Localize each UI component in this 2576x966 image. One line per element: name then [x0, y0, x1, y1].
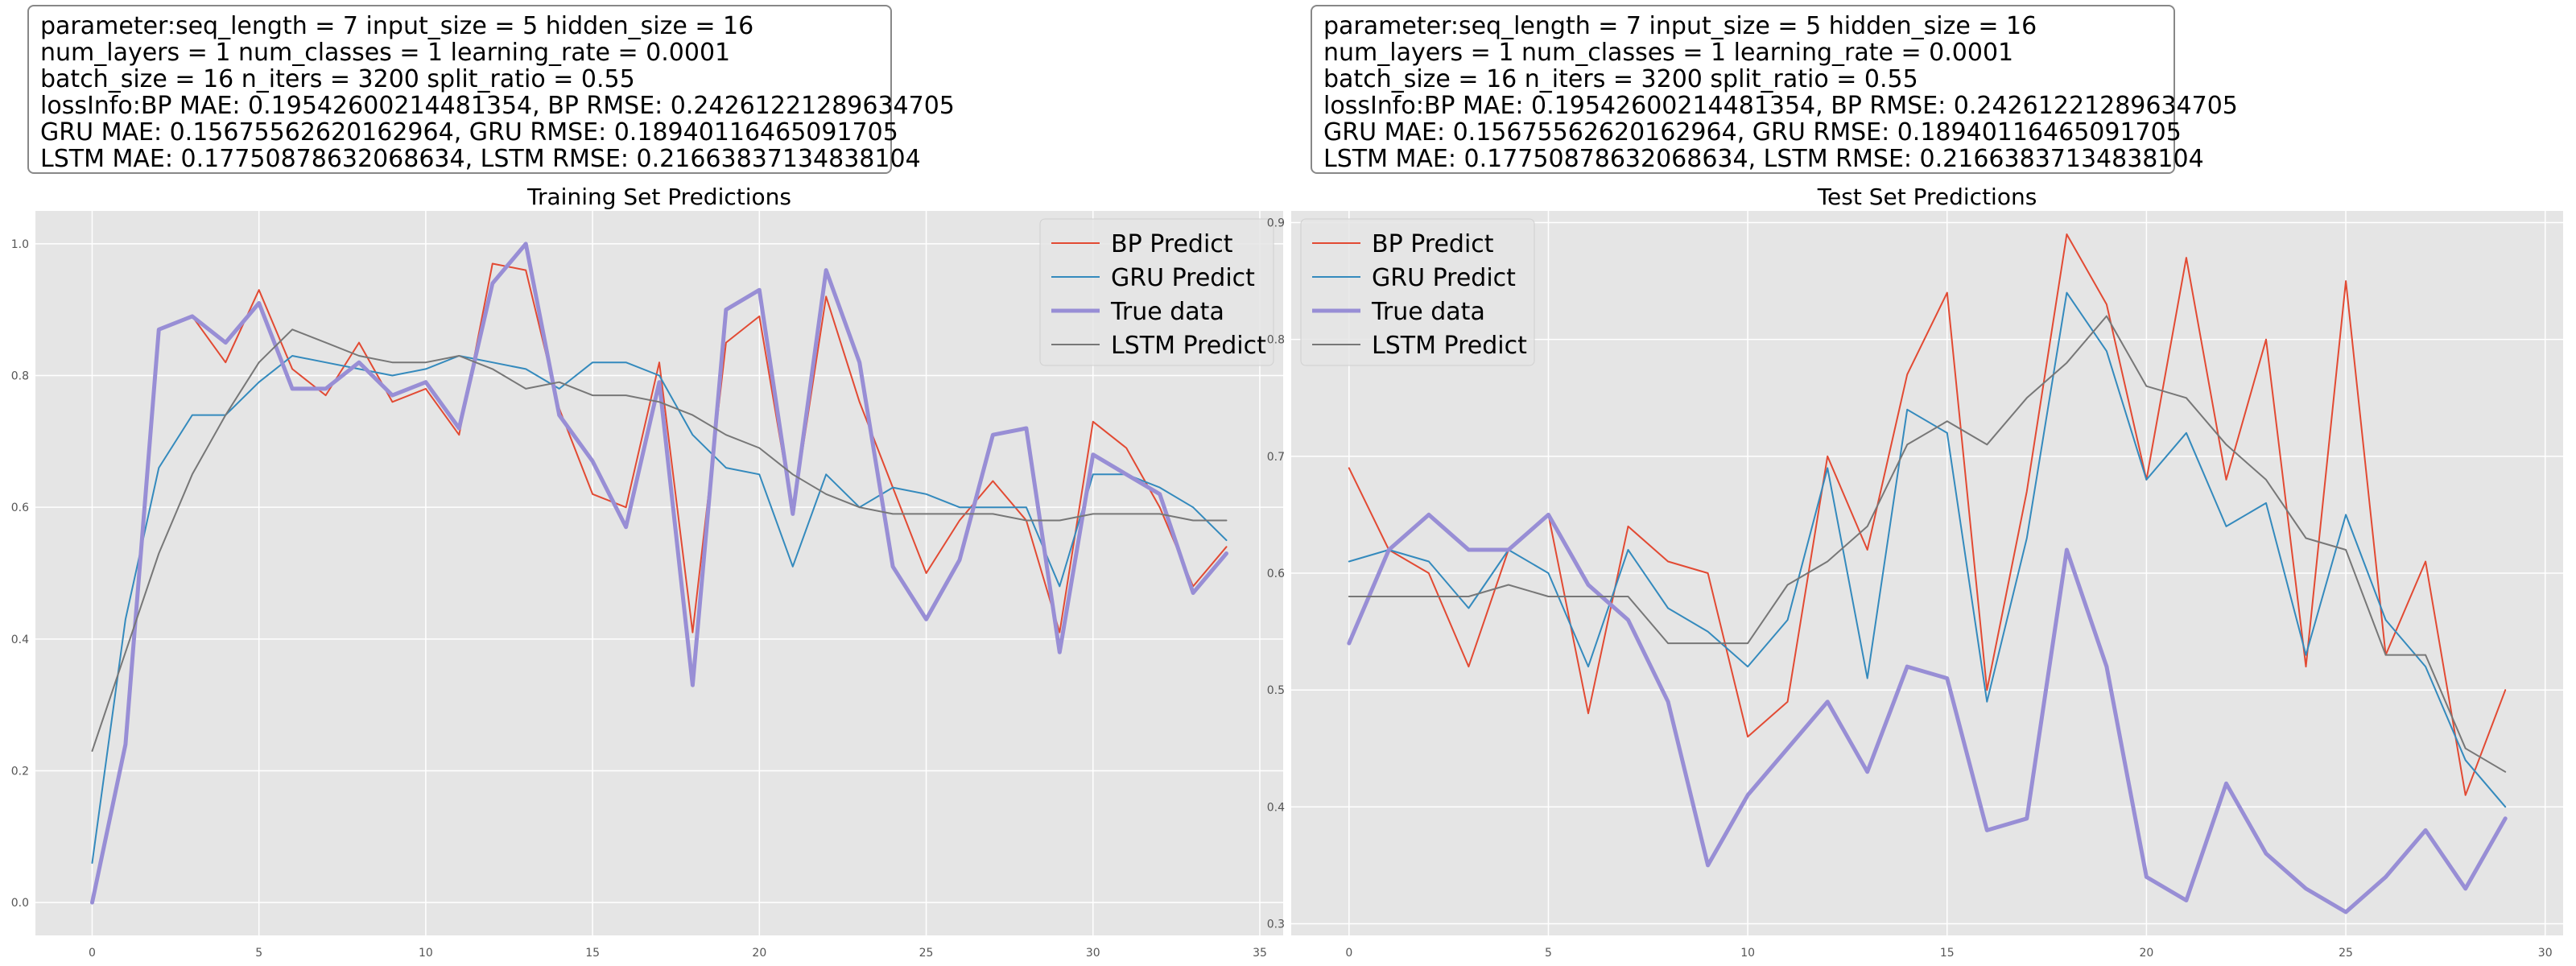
info-line: num_layers = 1 num_classes = 1 learning_… — [40, 39, 731, 67]
x-tick-label: 15 — [585, 947, 600, 960]
chart-title: Training Set Predictions — [526, 184, 791, 210]
info-line: batch_size = 16 n_iters = 3200 split_rat… — [1323, 65, 1918, 93]
series-line-true-data — [90, 242, 1228, 905]
series-line-bp-predict — [91, 262, 1228, 904]
y-tick-label: 0.4 — [1267, 801, 1285, 814]
legend: BP Predict GRU Predict True data LSTM Predi… — [1039, 218, 1274, 366]
legend-label-lstm-predict: LSTM Predict — [1111, 332, 1266, 360]
legend-label-true-data: True data — [1110, 298, 1224, 326]
y-tick-label: 0.8 — [1267, 334, 1285, 347]
y-tick-label: 0.9 — [1267, 217, 1285, 230]
legend-label-gru-predict: GRU Predict — [1111, 264, 1255, 292]
y-tick-label: 0.8 — [11, 370, 29, 383]
x-tick-label: 20 — [752, 947, 766, 960]
x-tick-label: 0 — [1345, 947, 1352, 960]
x-tick-label: 10 — [419, 947, 433, 960]
info-line: num_layers = 1 num_classes = 1 learning_… — [1323, 39, 2014, 67]
x-tick-label: 5 — [1545, 947, 1552, 960]
chart-panel-training: 0 5 10 15 20 25 30 35 0.0 0.2 0.4 0.6 0.8 1.0 Training… — [11, 184, 1283, 960]
series-line-lstm-predict — [1348, 315, 2507, 773]
y-tick-label: 0.6 — [11, 502, 29, 514]
x-tick-label: 15 — [1940, 947, 1955, 960]
legend-label-gru-predict: GRU Predict — [1372, 264, 1516, 292]
x-tick-label: 25 — [919, 947, 934, 960]
loss-info-box-right: parameter:seq_length = 7 input_size = 5 … — [1311, 5, 2238, 174]
legend-label-bp-predict: BP Predict — [1372, 230, 1494, 258]
info-line: batch_size = 16 n_iters = 3200 split_rat… — [40, 65, 635, 93]
x-tick-label: 5 — [255, 947, 262, 960]
y-tick-label: 0.3 — [1267, 918, 1285, 931]
x-tick-label: 25 — [2339, 947, 2353, 960]
loss-info-box-left: parameter:seq_length = 7 input_size = 5 … — [27, 5, 955, 174]
legend-box — [1300, 218, 1535, 366]
info-line: parameter:seq_length = 7 input_size = 5 … — [40, 12, 754, 40]
x-tick-label: 20 — [2139, 947, 2153, 960]
info-line: parameter:seq_length = 7 input_size = 5 … — [1323, 12, 2037, 40]
y-tick-label: 1.0 — [11, 238, 29, 251]
y-tick-label: 0.0 — [11, 897, 29, 910]
x-tick-label: 30 — [2538, 947, 2553, 960]
info-line: LSTM MAE: 0.17750878632068634, LSTM RMSE… — [40, 145, 921, 173]
x-tick-label: 30 — [1086, 947, 1100, 960]
x-tick-label: 10 — [1740, 947, 1755, 960]
series-line-lstm-predict — [91, 328, 1228, 752]
y-tick-label: 0.5 — [1267, 684, 1285, 697]
y-tick-label: 0.4 — [11, 634, 29, 646]
y-tick-label: 0.7 — [1267, 451, 1285, 464]
y-tick-label: 0.2 — [11, 765, 29, 778]
legend-label-bp-predict: BP Predict — [1111, 230, 1233, 258]
info-line: GRU MAE: 0.15675562620162964, GRU RMSE: … — [1323, 118, 2182, 147]
legend-box — [1039, 218, 1274, 366]
info-line: lossInfo:BP MAE: 0.19542600214481354, BP… — [1323, 92, 2238, 120]
series-line-gru-predict — [1348, 291, 2507, 808]
x-tick-label: 0 — [89, 947, 96, 960]
info-line: LSTM MAE: 0.17750878632068634, LSTM RMSE… — [1323, 145, 2204, 173]
legend-label-lstm-predict: LSTM Predict — [1372, 332, 1527, 360]
series-line-true-data — [1347, 512, 2508, 914]
info-line: GRU MAE: 0.15675562620162964, GRU RMSE: … — [40, 118, 898, 147]
y-tick-label: 0.6 — [1267, 568, 1285, 580]
legend-label-true-data: True data — [1371, 298, 1485, 326]
x-tick-label: 35 — [1253, 947, 1267, 960]
chart-title: Test Set Predictions — [1817, 184, 2037, 210]
legend: BP Predict GRU Predict True data LSTM Predi… — [1300, 218, 1535, 366]
info-line: lossInfo:BP MAE: 0.19542600214481354, BP… — [40, 92, 955, 120]
chart-panel-test: 0 5 10 15 20 25 30 0.3 0.4 0.5 0.6 0.7 0.8 0.9 Test Se… — [1267, 184, 2563, 960]
